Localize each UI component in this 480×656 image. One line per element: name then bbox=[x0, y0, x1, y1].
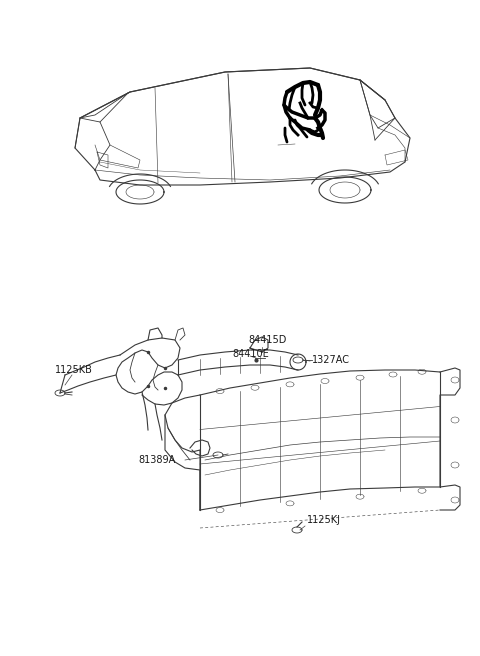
Text: 84410E: 84410E bbox=[232, 349, 269, 359]
Text: 1125KJ: 1125KJ bbox=[307, 515, 341, 525]
Text: 1125KB: 1125KB bbox=[55, 365, 93, 375]
Text: 1327AC: 1327AC bbox=[312, 355, 350, 365]
Text: 84415D: 84415D bbox=[248, 335, 287, 345]
Text: 81389A: 81389A bbox=[138, 455, 175, 465]
